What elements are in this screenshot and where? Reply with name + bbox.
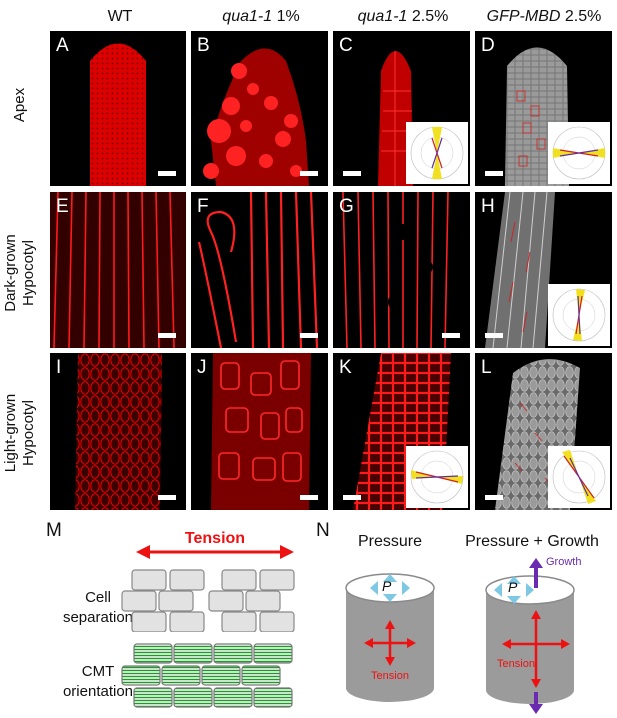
orientation-rose-plot bbox=[552, 126, 606, 180]
panel-a-image: A bbox=[50, 31, 186, 186]
scale-bar bbox=[343, 171, 361, 176]
panel-b-image: B bbox=[191, 31, 328, 186]
pressure-symbol-left: P bbox=[382, 578, 392, 594]
orientation-rose-plot bbox=[410, 450, 464, 504]
scale-bar bbox=[485, 333, 503, 338]
panel-letter-d: D bbox=[481, 35, 495, 56]
panel-d-image: D bbox=[475, 31, 612, 186]
scale-bar bbox=[485, 171, 503, 176]
light-hypocotyl-qua1-1pct-micrograph bbox=[211, 353, 311, 510]
panel-letter-c: C bbox=[339, 35, 353, 56]
panel-l-image: L bbox=[475, 353, 612, 510]
scale-bar bbox=[300, 495, 318, 500]
growth-label: Growth bbox=[546, 556, 582, 568]
panel-letter-m: M bbox=[46, 520, 62, 541]
pressure-growth-title: Pressure + Growth bbox=[465, 533, 599, 550]
panel-letter-n: N bbox=[316, 520, 330, 541]
dark-hypocotyl-qua1-1pct-micrograph bbox=[197, 192, 319, 348]
panel-g-image: G bbox=[333, 192, 470, 348]
cell-separation-diagram bbox=[121, 569, 295, 632]
panel-h-image: H bbox=[475, 192, 612, 348]
panel-i-image: I bbox=[50, 353, 186, 510]
panel-e-image: E bbox=[50, 192, 186, 348]
orientation-rose-plot bbox=[552, 288, 606, 342]
panel-letter-e: E bbox=[56, 196, 69, 217]
light-hypocotyl-wt-micrograph bbox=[75, 353, 162, 510]
panel-letter-k: K bbox=[339, 357, 352, 378]
scale-bar bbox=[343, 495, 361, 500]
tension-label-left: Tension bbox=[371, 670, 409, 682]
panel-letter-l: L bbox=[481, 357, 492, 378]
cmt-orientation-label: CMT orientation bbox=[62, 663, 134, 700]
column-header-wt: WT bbox=[107, 8, 133, 25]
apex-qua1-1pct-micrograph bbox=[203, 48, 309, 186]
pressure-symbol-right: P bbox=[508, 579, 518, 595]
column-header-qua1-2-5pct: qua1-1 2.5% bbox=[357, 8, 449, 25]
cell-separation-label: Cell separation bbox=[62, 589, 134, 626]
pressure-cylinder-diagram bbox=[345, 573, 435, 702]
row-header-apex: Apex bbox=[11, 87, 28, 123]
rose-plot-inset bbox=[548, 122, 610, 184]
panel-letter-i: I bbox=[56, 357, 62, 378]
dark-hypocotyl-qua1-2-5pct-micrograph bbox=[342, 192, 449, 348]
scale-bar bbox=[300, 333, 318, 338]
apex-qua1-2-5pct-micrograph bbox=[378, 51, 413, 186]
panel-j-image: J bbox=[191, 353, 328, 510]
pressure-growth-cylinder-diagram bbox=[485, 558, 575, 714]
panel-f-image: F bbox=[191, 192, 328, 348]
tension-label: Tension bbox=[184, 530, 246, 547]
pressure-title: Pressure bbox=[357, 533, 423, 550]
scale-bar bbox=[442, 333, 460, 338]
panel-letter-h: H bbox=[481, 196, 495, 217]
row-header-light-grown: Light-grown Hypocotyl bbox=[2, 393, 37, 473]
panel-letter-g: G bbox=[339, 196, 354, 217]
orientation-rose-plot bbox=[552, 450, 606, 504]
cmt-orientation-diagram bbox=[121, 643, 293, 708]
panel-letter-b: B bbox=[197, 35, 210, 56]
panel-c-image: C bbox=[333, 31, 470, 186]
rose-plot-inset bbox=[548, 284, 610, 346]
apex-wt-micrograph bbox=[90, 43, 146, 186]
rose-plot-inset bbox=[406, 122, 468, 184]
scale-bar bbox=[158, 495, 176, 500]
dark-hypocotyl-wt-micrograph bbox=[50, 192, 186, 348]
panel-letter-f: F bbox=[197, 196, 209, 217]
panel-letter-j: J bbox=[197, 357, 207, 378]
rose-plot-inset bbox=[406, 446, 468, 508]
scale-bar bbox=[158, 171, 176, 176]
column-header-gfp-mbd: GFP-MBD 2.5% bbox=[486, 8, 602, 25]
dark-hypocotyl-gfp-mbd-micrograph bbox=[485, 192, 555, 348]
tension-double-arrow bbox=[136, 545, 294, 559]
row-header-dark-grown: Dark-grown Hypocotyl bbox=[2, 234, 37, 312]
rose-plot-inset bbox=[548, 446, 610, 508]
panel-k-image: K bbox=[333, 353, 470, 510]
scale-bar bbox=[300, 171, 318, 176]
scale-bar bbox=[485, 495, 503, 500]
column-header-qua1-1pct: qua1-1 1% bbox=[222, 8, 300, 25]
scale-bar bbox=[158, 333, 176, 338]
orientation-rose-plot bbox=[410, 126, 464, 180]
panel-letter-a: A bbox=[56, 35, 69, 56]
tension-label-right: Tension bbox=[497, 658, 535, 670]
